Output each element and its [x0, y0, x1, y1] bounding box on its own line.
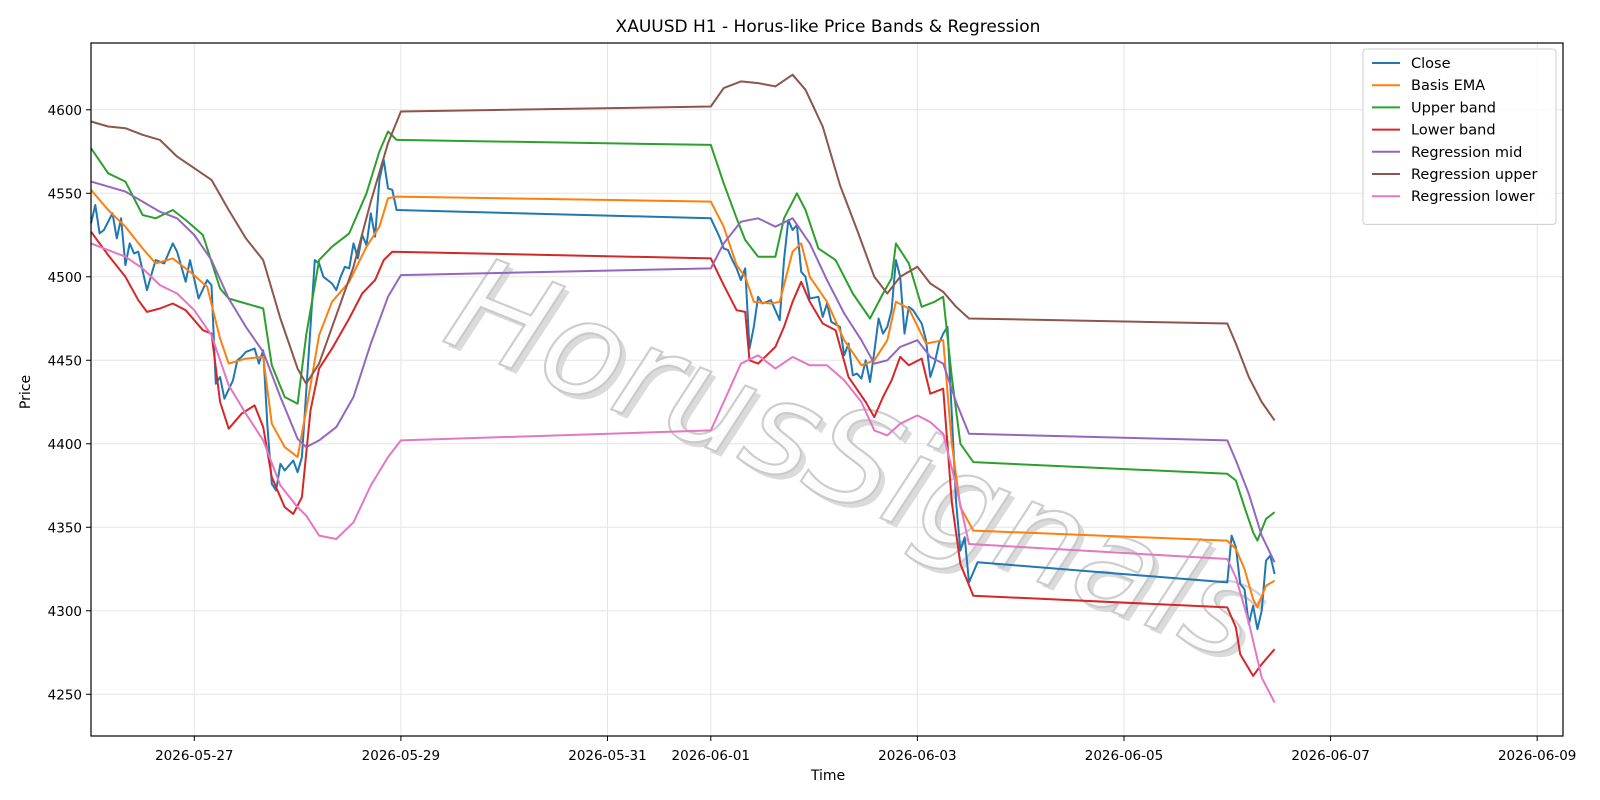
legend: Close Basis EMA Upper band Lower band Regres…	[1362, 48, 1557, 225]
series-line-regression-mid	[90, 180, 1276, 563]
legend-entry: Basis EMA	[1411, 78, 1485, 94]
x-tick-label: 2026-06-05	[1085, 748, 1163, 764]
y-tick-label: 4250	[48, 687, 82, 703]
legend-entry: Upper band	[1411, 100, 1496, 116]
series-line-regression-lower	[90, 242, 1276, 704]
series-line-basis-ema	[90, 189, 1276, 609]
legend-entry: Regression mid	[1411, 145, 1522, 161]
chart-title: XAUUSD H1 - Horus-like Price Bands & Reg…	[616, 17, 1041, 37]
x-tick-label: 2026-05-29	[362, 748, 440, 764]
x-tick-label: 2026-06-09	[1498, 748, 1576, 764]
y-tick-label: 4600	[48, 103, 82, 119]
y-tick-label: 4350	[48, 520, 82, 536]
x-tick-label: 2026-06-01	[672, 748, 750, 764]
series-line-close	[90, 158, 1276, 631]
series-line-lower-band	[90, 231, 1276, 677]
x-tick-label: 2026-05-27	[155, 748, 233, 764]
x-tick-label: 2026-06-03	[878, 748, 956, 764]
y-tick-label: 4400	[48, 437, 82, 453]
legend-box	[1362, 48, 1557, 225]
legend-entry: Close	[1411, 56, 1451, 72]
y-axis-ticks: 4250 4300 4350 4400 4450 4500 4550 4600	[48, 103, 91, 703]
legend-entry: Regression lower	[1411, 189, 1535, 205]
x-tick-label: 2026-06-07	[1291, 748, 1369, 764]
y-tick-label: 4300	[48, 604, 82, 620]
series-lines	[90, 73, 1276, 704]
x-tick-label: 2026-05-31	[568, 748, 646, 764]
legend-entry: Lower band	[1411, 123, 1496, 139]
x-axis-label: Time	[810, 768, 845, 784]
y-axis-label: Price	[18, 375, 34, 409]
y-tick-label: 4550	[48, 186, 82, 202]
y-tick-label: 4500	[48, 270, 82, 286]
x-axis-ticks: 2026-05-27 2026-05-29 2026-05-31 2026-06-01…	[155, 736, 1576, 764]
legend-entry: Regression upper	[1411, 167, 1537, 183]
series-line-regression-upper	[90, 73, 1276, 421]
y-tick-label: 4450	[48, 353, 82, 369]
plot-area-frame	[90, 42, 1564, 737]
